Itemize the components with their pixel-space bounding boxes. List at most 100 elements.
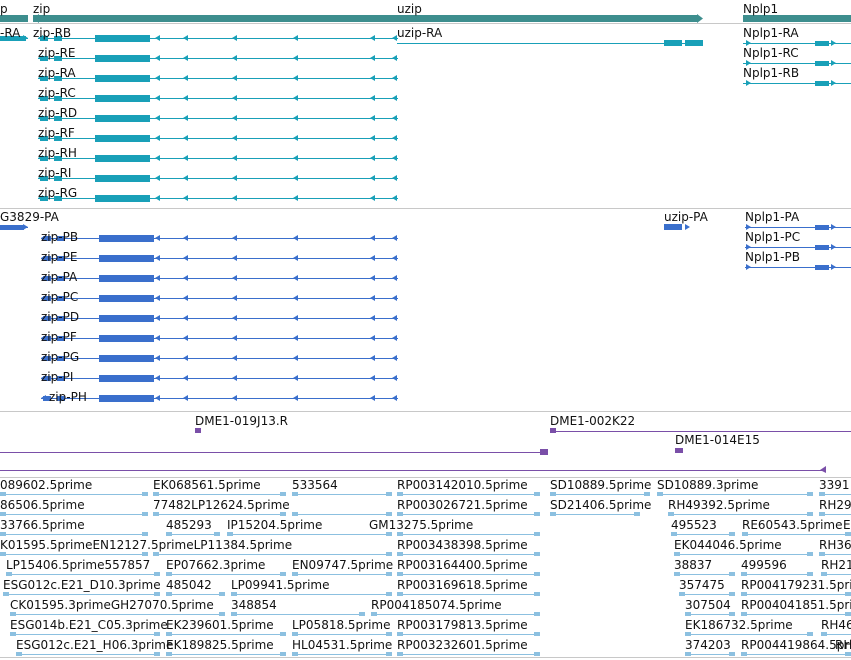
est-label[interactable]: K01595.5primeEN12127.5primeLP11384.5prim… [0, 538, 293, 552]
est-label[interactable]: RH49392.5prime [668, 498, 770, 512]
est-label[interactable]: E [843, 518, 851, 532]
protein-label[interactable]: zip-PB [41, 230, 79, 244]
est-label[interactable]: LP09941.5prime [231, 578, 330, 592]
est-label[interactable]: 485293 [166, 518, 212, 532]
protein-label[interactable]: zip-PI [41, 370, 74, 384]
est-label[interactable]: 499596 [741, 558, 787, 572]
est-label[interactable]: RP003232601.5prime [397, 638, 528, 652]
est-label[interactable]: 3391 [819, 478, 850, 492]
exon-block [43, 396, 51, 401]
transcript-label[interactable]: zip-RG [38, 186, 78, 200]
est-label[interactable]: RH21 [821, 558, 851, 572]
est-label[interactable]: GM13275.5prime [369, 518, 474, 532]
est-label[interactable]: SD21406.5prime [550, 498, 652, 512]
protein-label[interactable]: zip-PD [41, 310, 80, 324]
transcript-label[interactable]: zip-RH [38, 146, 77, 160]
est-label[interactable]: SD10889.3prime [657, 478, 759, 492]
est-label[interactable]: EK068561.5prime [153, 478, 261, 492]
protein-label[interactable]: zip-PF [41, 330, 77, 344]
est-label[interactable]: RH46 [821, 618, 851, 632]
est-label[interactable]: RP004419864.5prime [741, 638, 851, 652]
est-label[interactable]: RH29 [819, 498, 851, 512]
est-label[interactable]: ESG012c.E21_H06.3prime [16, 638, 174, 652]
transcript-label[interactable]: Nplp1-RC [743, 46, 799, 60]
protein-label-left[interactable]: G3829-PA [0, 210, 59, 224]
est-label[interactable]: EK239601.5prime [166, 618, 274, 632]
est-label[interactable]: RP003026721.5prime [397, 498, 528, 512]
est-label[interactable]: RP003438398.5prime [397, 538, 528, 552]
transcript-label[interactable]: zip-RF [38, 126, 75, 140]
est-label[interactable]: RP003179813.5prime [397, 618, 528, 632]
est-label[interactable]: LP05818.5prime [292, 618, 391, 632]
transcript-label[interactable]: zip-RC [38, 86, 76, 100]
est-label[interactable]: RP003169618.5prime [397, 578, 528, 592]
strand-arrow [293, 55, 298, 61]
est-label[interactable]: 307504 [685, 598, 731, 612]
est-label[interactable]: HL04531.5prime [292, 638, 393, 652]
transcript-label[interactable]: zip-RE [38, 46, 76, 60]
gene-label-left[interactable]: p [0, 2, 8, 16]
strand-arrow [392, 35, 397, 41]
est-label[interactable]: 374203 [685, 638, 731, 652]
est-label[interactable]: 089602.5prime [0, 478, 93, 492]
protein-label[interactable]: zip-PH [49, 390, 87, 404]
protein-label[interactable]: Nplp1-PB [745, 250, 800, 264]
transcript-label[interactable]: zip-RB [33, 26, 72, 40]
est-label[interactable]: CK01595.3primeGH27070.5prime [10, 598, 214, 612]
protein-label[interactable]: uzip-PA [664, 210, 708, 224]
strand-arrow [293, 255, 298, 261]
protein-label[interactable]: zip-PC [41, 290, 79, 304]
gene-label-nplp1[interactable]: Nplp1 [743, 2, 779, 16]
protein-label[interactable]: Nplp1-PC [745, 230, 801, 244]
transcript-label[interactable]: zip-RD [38, 106, 78, 120]
gene-label-uzip[interactable]: uzip [397, 2, 422, 16]
est-label[interactable]: 533564 [292, 478, 338, 492]
protein-label[interactable]: zip-PE [41, 250, 78, 264]
clone-label[interactable]: DME1-002K22 [550, 414, 636, 428]
est-label[interactable]: RE60543.5prime [742, 518, 843, 532]
est-label[interactable]: EP07662.3prime [166, 558, 266, 572]
est-label[interactable]: EK189825.5prime [166, 638, 274, 652]
protein-label[interactable]: Nplp1-PA [745, 210, 800, 224]
exon-block [664, 224, 682, 230]
transcript-label[interactable]: zip-RA [38, 66, 76, 80]
transcript-label[interactable]: zip-RI [38, 166, 72, 180]
est-label[interactable]: IP15204.5prime [227, 518, 323, 532]
est-label[interactable]: EK044046.5prime [674, 538, 782, 552]
est-label[interactable]: ESG012c.E21_D10.3prime [3, 578, 161, 592]
gene-label-zip[interactable]: zip [33, 2, 51, 16]
est-label[interactable]: RH [835, 638, 851, 652]
transcript-label[interactable]: Nplp1-RA [743, 26, 799, 40]
transcript-label[interactable]: uzip-RA [397, 26, 443, 40]
est-label[interactable]: 38837 [674, 558, 713, 572]
clone-label[interactable]: DME1-019J13.R [195, 414, 289, 428]
est-label[interactable]: SD10889.5prime [550, 478, 652, 492]
est-label[interactable]: 485042 [166, 578, 212, 592]
est-label[interactable]: 357475 [679, 578, 725, 592]
est-label[interactable]: 495523 [671, 518, 717, 532]
transcript-label-left[interactable]: -RA [0, 26, 21, 40]
est-label[interactable]: RP004185074.5prime [371, 598, 502, 612]
est-label[interactable]: RP003142010.5prime [397, 478, 528, 492]
est-label[interactable]: RP003164400.5prime [397, 558, 528, 572]
est-label[interactable]: 86506.5prime [0, 498, 85, 512]
protein-label[interactable]: zip-PG [41, 350, 80, 364]
est-label[interactable]: RP004179231.5prime [741, 578, 851, 592]
est-block [280, 652, 286, 656]
est-label[interactable]: RP004041851.5prime [741, 598, 851, 612]
est-label[interactable]: LP15406.5prime557857 [6, 558, 151, 572]
est-label[interactable]: 77482LP12624.5prime [153, 498, 290, 512]
est-label[interactable]: RH36 [819, 538, 851, 552]
est-label[interactable]: 33766.5prime [0, 518, 85, 532]
est-label[interactable]: EK186732.5prime [685, 618, 793, 632]
clone-label[interactable]: DME1-014E15 [675, 433, 760, 447]
strand-arrow [293, 75, 298, 81]
est-label[interactable]: EN09747.5prime [292, 558, 394, 572]
transcript-label[interactable]: Nplp1-RB [743, 66, 800, 80]
est-label[interactable]: ESG014b.E21_C05.3prime [10, 618, 168, 632]
strand-arrow [155, 315, 160, 321]
est-block [807, 632, 813, 636]
est-label[interactable]: 348854 [231, 598, 277, 612]
protein-label[interactable]: zip-PA [41, 270, 78, 284]
